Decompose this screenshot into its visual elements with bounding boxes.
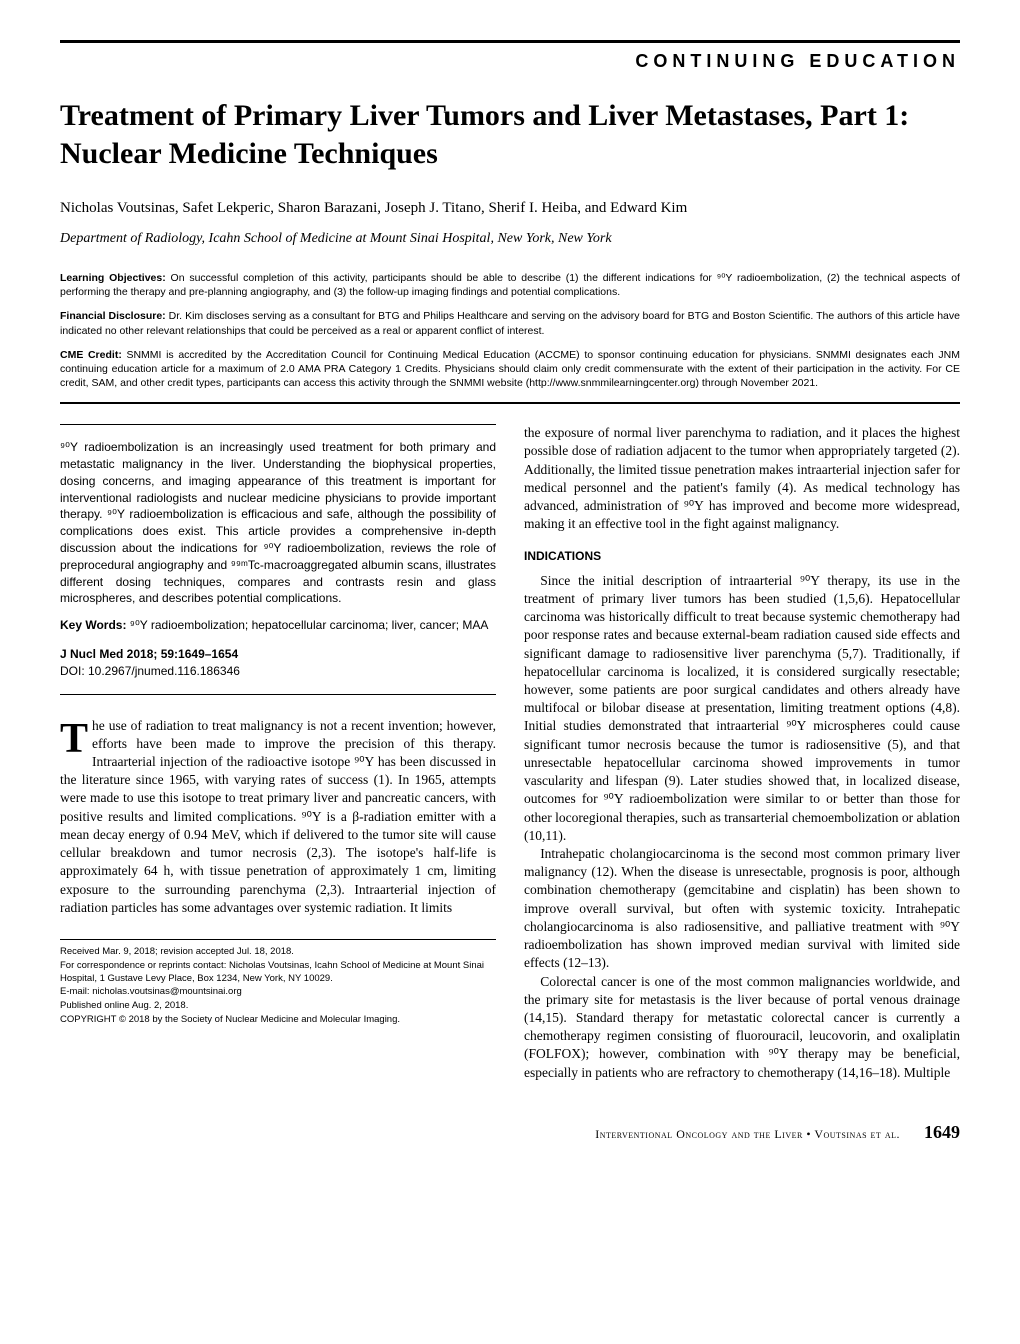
authors-line: Nicholas Voutsinas, Safet Lekperic, Shar… xyxy=(60,200,960,217)
footer-running-title: Interventional Oncology and the Liver • … xyxy=(595,1127,900,1142)
cme-credit-block: CME Credit: SNMMI is accredited by the A… xyxy=(60,348,960,405)
left-column: ⁹⁰Y radioembolization is an increasingly… xyxy=(60,424,496,1082)
affiliation-line: Department of Radiology, Icahn School of… xyxy=(60,231,960,247)
financial-disclosure-block: Financial Disclosure: Dr. Kim discloses … xyxy=(60,309,960,337)
financial-disclosure-text: Dr. Kim discloses serving as a consultan… xyxy=(60,310,960,336)
indications-p1: Since the initial description of intraar… xyxy=(524,572,960,845)
page-footer: Interventional Oncology and the Liver • … xyxy=(60,1122,960,1143)
keywords-text: ⁹⁰Y radioembolization; hepatocellular ca… xyxy=(126,618,488,632)
cme-credit-label: CME Credit: xyxy=(60,349,122,361)
indications-heading: INDICATIONS xyxy=(524,548,960,564)
section-header-text: CONTINUING EDUCATION xyxy=(635,51,960,71)
footnotes-block: Received Mar. 9, 2018; revision accepted… xyxy=(60,939,496,1027)
keywords-line: Key Words: ⁹⁰Y radioembolization; hepato… xyxy=(60,617,496,634)
abstract-box: ⁹⁰Y radioembolization is an increasingly… xyxy=(60,424,496,694)
two-column-layout: ⁹⁰Y radioembolization is an increasingly… xyxy=(60,424,960,1082)
learning-objectives-text: On successful completion of this activit… xyxy=(60,272,960,298)
keywords-label: Key Words: xyxy=(60,618,126,632)
intro-continuation: the exposure of normal liver parenchyma … xyxy=(524,424,960,533)
right-body: the exposure of normal liver parenchyma … xyxy=(524,424,960,1082)
intro-text: he use of radiation to treat malignancy … xyxy=(60,718,496,915)
dropcap-letter: T xyxy=(60,717,92,757)
abstract-text: ⁹⁰Y radioembolization is an increasingly… xyxy=(60,439,496,607)
intro-body: The use of radiation to treat malignancy… xyxy=(60,717,496,917)
section-header: CONTINUING EDUCATION xyxy=(60,40,960,97)
learning-objectives-block: Learning Objectives: On successful compl… xyxy=(60,271,960,299)
footer-page-number: 1649 xyxy=(924,1122,960,1143)
footnote-copyright: COPYRIGHT © 2018 by the Society of Nucle… xyxy=(60,1014,496,1027)
citation-line: J Nucl Med 2018; 59:1649–1654 xyxy=(60,646,496,663)
right-column: the exposure of normal liver parenchyma … xyxy=(524,424,960,1082)
indications-p2: Intrahepatic cholangiocarcinoma is the s… xyxy=(524,845,960,973)
footnote-published: Published online Aug. 2, 2018. xyxy=(60,1000,496,1013)
indications-p3: Colorectal cancer is one of the most com… xyxy=(524,973,960,1082)
footnote-correspondence: For correspondence or reprints contact: … xyxy=(60,960,496,986)
footnote-received: Received Mar. 9, 2018; revision accepted… xyxy=(60,946,496,959)
intro-paragraph: The use of radiation to treat malignancy… xyxy=(60,717,496,917)
financial-disclosure-label: Financial Disclosure: xyxy=(60,310,166,322)
doi-line: DOI: 10.2967/jnumed.116.186346 xyxy=(60,663,496,680)
footnote-email: E-mail: nicholas.voutsinas@mountsinai.or… xyxy=(60,986,496,999)
cme-credit-text: SNMMI is accredited by the Accreditation… xyxy=(60,349,960,389)
article-title: Treatment of Primary Liver Tumors and Li… xyxy=(60,97,960,172)
learning-objectives-label: Learning Objectives: xyxy=(60,272,166,284)
